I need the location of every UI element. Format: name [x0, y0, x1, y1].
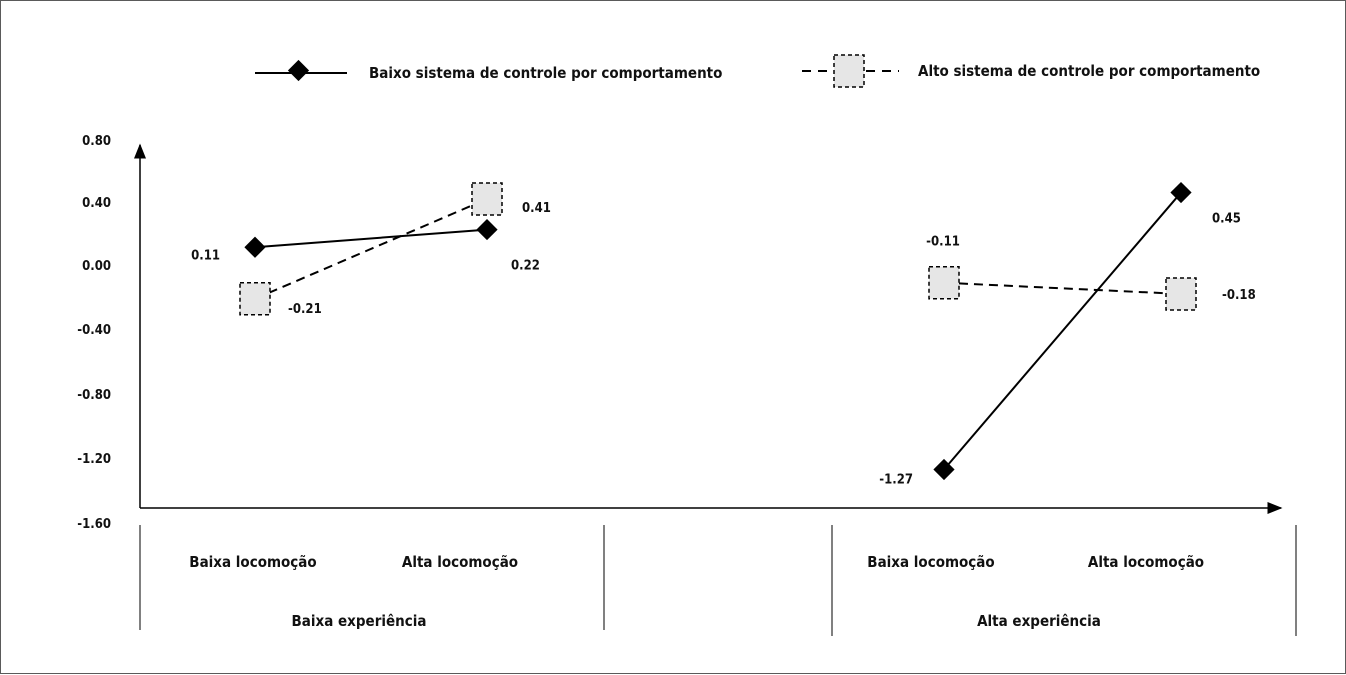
data-label: 0.45 [1212, 212, 1241, 227]
legend-label-alto: Alto sistema de controle por comportamen… [918, 62, 1260, 80]
category-label-alta-locomocao: Alta locomoção [402, 553, 518, 571]
data-point-square [239, 282, 271, 316]
category-label-baixa-locomocao: Baixa locomoção [867, 553, 994, 571]
y-tick-label: -1.20 [77, 452, 111, 467]
y-tick-labels: 0.80 0.40 0.00 -0.40 -0.80 -1.20 -1.60 [77, 134, 111, 532]
data-point-square [471, 182, 503, 216]
plot-area: 0.11 0.22 -1.27 0.45 -0.21 0.41 -0.11 -0.18 [191, 181, 1256, 487]
y-tick-label: -0.40 [77, 323, 111, 338]
data-label: -1.27 [879, 472, 913, 487]
data-point-diamond [244, 236, 266, 258]
group-label-alta-experiencia: Alta experiência [977, 612, 1101, 630]
data-label: -0.18 [1222, 288, 1256, 303]
data-point-square [1165, 277, 1197, 311]
data-label: 0.22 [511, 259, 540, 274]
data-label: 0.41 [522, 201, 551, 216]
category-label-alta-locomocao: Alta locomoção [1088, 553, 1204, 571]
category-label-baixa-locomocao: Baixa locomoção [189, 553, 316, 571]
data-label: -0.21 [288, 302, 322, 317]
series-solid-line [254, 228, 488, 249]
y-tick-label: -1.60 [77, 517, 111, 532]
series-dashed-line [943, 281, 1182, 295]
data-point-square [928, 265, 960, 300]
category-labels: Baixa locomoção Alta locomoção Baixa exp… [189, 553, 1204, 630]
data-label: -0.11 [926, 235, 960, 250]
category-dividers [139, 525, 1297, 636]
series-solid-line [943, 191, 1182, 471]
y-tick-label: 0.80 [82, 134, 111, 149]
legend-square-marker [833, 54, 865, 88]
data-point-diamond [933, 458, 955, 481]
legend-item-baixo: Baixo sistema de controle por comportame… [255, 59, 722, 82]
legend-label-baixo: Baixo sistema de controle por comportame… [369, 64, 722, 82]
legend: Baixo sistema de controle por comportame… [255, 54, 1260, 88]
group-label-baixa-experiencia: Baixa experiência [292, 612, 427, 630]
data-point-diamond [476, 218, 498, 241]
data-label: 0.11 [191, 248, 220, 263]
y-tick-label: 0.00 [82, 259, 111, 274]
legend-item-alto: Alto sistema de controle por comportamen… [802, 54, 1260, 88]
y-tick-label: 0.40 [82, 196, 111, 211]
series-dashed-line [254, 198, 488, 300]
legend-diamond-marker [287, 59, 310, 82]
y-tick-label: -0.80 [77, 388, 111, 403]
